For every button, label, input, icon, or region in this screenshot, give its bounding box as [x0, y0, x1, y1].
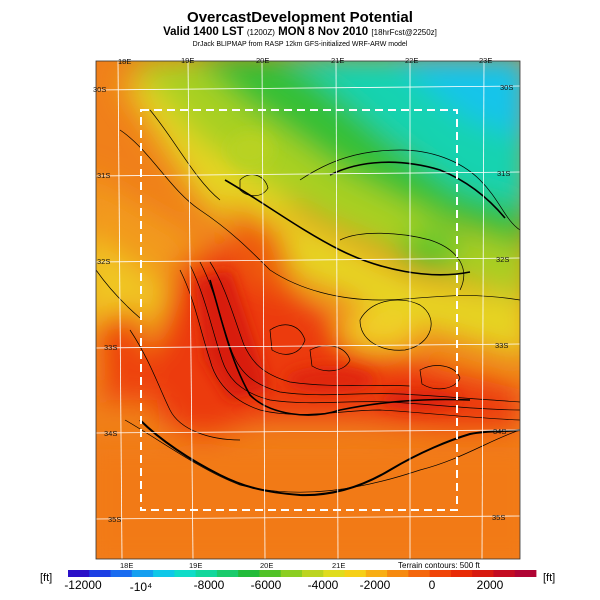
colorbar-swatch — [514, 570, 537, 577]
colorbar-swatch — [195, 570, 218, 577]
valid-date: MON 8 Nov 2010 — [278, 26, 369, 38]
colorbar-tick-label: -4000 — [307, 578, 339, 592]
colorbar-swatch — [472, 570, 494, 577]
lat-label-left: 34S — [104, 429, 118, 438]
lon-label-top: 20E — [256, 56, 270, 65]
lon-label-bottom: 19E — [189, 561, 203, 570]
colorbar-tick-label: -8000 — [193, 578, 225, 592]
lon-label-bottom: 20E — [260, 561, 274, 570]
colorbar-swatch — [259, 570, 282, 577]
lon-label-top: 19E — [181, 56, 195, 65]
colorbar-swatch — [344, 570, 367, 577]
colorbar-swatch — [131, 570, 154, 577]
colorbar-unit-right: [ft] — [543, 572, 556, 584]
lat-label-right: 30S — [500, 83, 514, 92]
colorbar-tick-label: -6000 — [250, 578, 282, 592]
colorbar-swatch — [408, 570, 431, 577]
terrain-contour-note: Terrain contours: 500 ft — [398, 561, 480, 570]
inner-domain-box — [140, 109, 458, 511]
coastline — [139, 419, 520, 497]
colorbar-tick-label: -2000 — [359, 578, 391, 592]
colorbar-swatch — [68, 570, 90, 577]
lat-label-left: 30S — [93, 85, 107, 94]
colorbar-tick-label: -10⁴ — [129, 580, 153, 594]
colorbar-swatch — [302, 570, 324, 577]
colorbar-swatch — [89, 570, 111, 577]
colorbar-tick-label: 0 — [428, 578, 436, 592]
colorbar-swatch — [429, 570, 452, 577]
forecast-info: [18hrFcst@2250z] — [371, 28, 437, 37]
colorbar-unit-left: [ft] — [40, 572, 53, 584]
graticule — [96, 61, 520, 559]
lat-label-left: 32S — [97, 257, 111, 266]
colorbar-swatch — [174, 570, 197, 577]
lat-label-right: 33S — [495, 341, 509, 350]
lat-label-left: 33S — [104, 343, 118, 352]
valid-time-line: Valid 1400 LST (1200Z) MON 8 Nov 2010 [1… — [0, 26, 600, 38]
page-title: OvercastDevelopment Potential — [187, 9, 413, 26]
colorbar-tick-label: -12000 — [64, 578, 102, 592]
lon-label-bottom: 18E — [120, 561, 134, 570]
colorbar-swatch — [280, 570, 303, 577]
colorbar-swatch — [450, 570, 473, 577]
colorbar — [68, 570, 537, 577]
lat-label-right: 35S — [492, 513, 506, 522]
lon-label-top: 21E — [331, 56, 345, 65]
map-field — [96, 61, 520, 559]
colorbar-swatch — [153, 570, 175, 577]
utc-time: (1200Z) — [246, 28, 275, 37]
valid-time: Valid 1400 LST — [163, 26, 244, 38]
terrain-contours — [96, 109, 520, 493]
colorbar-swatch — [110, 570, 133, 577]
colorbar-swatch — [216, 570, 239, 577]
lon-label-top: 22E — [405, 56, 419, 65]
colorbar-swatch — [238, 570, 260, 577]
lat-label-left: 35S — [108, 515, 122, 524]
colorbar-swatch — [493, 570, 516, 577]
lat-label-right: 32S — [496, 255, 510, 264]
lat-label-right: 31S — [497, 169, 511, 178]
lat-label-left: 31S — [97, 171, 111, 180]
colorbar-swatch — [323, 570, 345, 577]
lon-label-top: 23E — [479, 56, 493, 65]
model-credit: DrJack BLIPMAP from RASP 12km GFS-initia… — [192, 41, 408, 48]
colorbar-swatch — [387, 570, 409, 577]
colorbar-tick-label: 2000 — [476, 578, 504, 592]
lon-label-bottom: 21E — [332, 561, 346, 570]
lat-label-right: 34S — [493, 427, 507, 436]
colorbar-swatch — [365, 570, 388, 577]
lon-label-top: 18E — [118, 57, 132, 66]
